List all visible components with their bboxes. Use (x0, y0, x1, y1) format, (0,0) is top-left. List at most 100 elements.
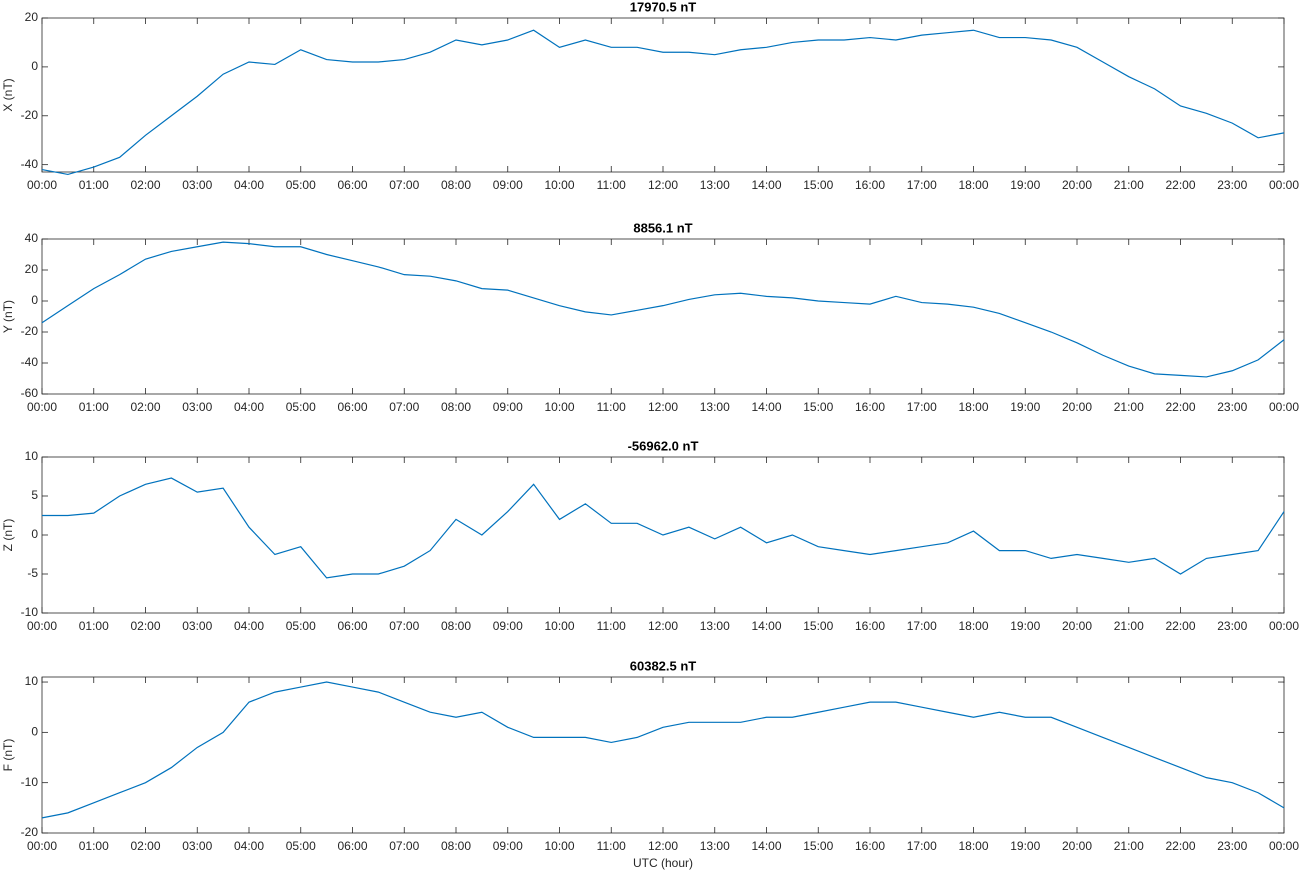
x-tick-label: 10:00 (544, 400, 574, 414)
x-tick-label: 20:00 (1062, 400, 1092, 414)
x-tick-label: 19:00 (1010, 400, 1040, 414)
x-tick-label: 11:00 (597, 178, 626, 192)
x-tick-label: 11:00 (597, 619, 626, 633)
x-tick-label: 03:00 (182, 400, 212, 414)
x-tick-label: 04:00 (234, 619, 264, 633)
x-tick-label: 16:00 (855, 619, 885, 633)
x-tick-label: 10:00 (544, 178, 574, 192)
x-tick-label: 12:00 (648, 178, 678, 192)
x-tick-label: 16:00 (855, 400, 885, 414)
x-tick-label: 06:00 (337, 839, 367, 853)
x-tick-label: 22:00 (1165, 400, 1195, 414)
x-tick-label: 01:00 (79, 178, 109, 192)
data-line (41, 681, 1285, 819)
y-tick-label: -40 (21, 157, 39, 171)
x-tick-label: 06:00 (337, 619, 367, 633)
x-tick-label: 20:00 (1062, 619, 1092, 633)
x-tick-label: 00:00 (27, 178, 57, 192)
axes-box (41, 676, 1285, 834)
y-tick-label: 5 (31, 488, 38, 502)
x-tick-label: 19:00 (1010, 619, 1040, 633)
x-tick-label: 15:00 (803, 839, 833, 853)
axes-box (41, 238, 1285, 395)
axes-box (41, 17, 1285, 173)
chart-title: -56962.0 nT (628, 438, 699, 453)
y-tick-label: 0 (31, 59, 38, 73)
x-tick-label: 13:00 (700, 178, 730, 192)
x-tick-label: 01:00 (79, 839, 109, 853)
x-tick-label: 16:00 (855, 839, 885, 853)
y-tick-label: 10 (25, 449, 39, 463)
x-tick-label: 02:00 (130, 178, 160, 192)
y-tick-label: -5 (27, 566, 38, 580)
x-tick-label: 16:00 (855, 178, 885, 192)
y-tick-label: 20 (25, 262, 39, 276)
x-tick-label: 18:00 (958, 178, 988, 192)
x-tick-label: 17:00 (907, 619, 937, 633)
y-tick-label: -10 (21, 775, 39, 789)
x-tick-label: 00:00 (27, 839, 57, 853)
x-tick-label: 00:00 (27, 619, 57, 633)
data-line (42, 477, 1285, 579)
x-tick-label: 00:00 (1269, 400, 1299, 414)
x-tick-label: 11:00 (597, 839, 626, 853)
y-tick-label: 40 (25, 231, 39, 245)
x-tick-label: 08:00 (441, 400, 471, 414)
x-tick-label: 19:00 (1010, 178, 1040, 192)
x-tick-label: 06:00 (337, 400, 367, 414)
x-tick-label: 11:00 (597, 400, 626, 414)
x-tick-label: 00:00 (1269, 839, 1299, 853)
x-tick-label: 12:00 (648, 839, 678, 853)
x-tick-label: 02:00 (130, 839, 160, 853)
x-tick-label: 07:00 (389, 400, 419, 414)
x-tick-label: 22:00 (1165, 178, 1195, 192)
x-tick-label: 03:00 (182, 619, 212, 633)
x-tick-label: 01:00 (79, 619, 109, 633)
x-tick-label: 21:00 (1114, 400, 1144, 414)
data-line (41, 241, 1285, 378)
y-tick-label: -60 (21, 386, 39, 400)
x-tick-label: 12:00 (648, 619, 678, 633)
y-tick-label: -40 (21, 355, 39, 369)
x-tick-label: 22:00 (1165, 839, 1195, 853)
x-tick-label: 22:00 (1165, 619, 1195, 633)
x-tick-label: 04:00 (234, 839, 264, 853)
y-axis-label: Z (nT) (1, 519, 15, 552)
x-tick-label: 17:00 (907, 178, 937, 192)
x-tick-label: 23:00 (1217, 178, 1247, 192)
x-tick-label: 21:00 (1114, 178, 1144, 192)
x-tick-label: 21:00 (1114, 839, 1144, 853)
x-tick-label: 20:00 (1062, 178, 1092, 192)
x-tick-label: 14:00 (751, 178, 781, 192)
x-tick-label: 03:00 (182, 839, 212, 853)
x-tick-label: 07:00 (389, 839, 419, 853)
y-tick-label: 10 (25, 674, 39, 688)
x-tick-label: 04:00 (234, 400, 264, 414)
chart-title: 17970.5 nT (630, 0, 697, 14)
x-tick-label: 08:00 (441, 178, 471, 192)
x-tick-label: 13:00 (700, 400, 730, 414)
data-line (41, 29, 1285, 176)
y-tick-label: 0 (31, 293, 38, 307)
y-tick-label: 20 (25, 10, 39, 24)
y-axis-label: Y (nT) (1, 300, 15, 333)
x-tick-label: 05:00 (286, 619, 316, 633)
x-tick-label: 13:00 (700, 619, 730, 633)
x-tick-label: 21:00 (1114, 619, 1144, 633)
chart-title: 8856.1 nT (633, 220, 692, 235)
x-tick-label: 14:00 (751, 619, 781, 633)
y-tick-label: -20 (21, 825, 39, 839)
x-tick-label: 10:00 (544, 619, 574, 633)
x-tick-label: 18:00 (958, 619, 988, 633)
x-tick-label: 08:00 (441, 619, 471, 633)
x-tick-label: 05:00 (286, 178, 316, 192)
x-tick-label: 04:00 (234, 178, 264, 192)
x-tick-label: 20:00 (1062, 839, 1092, 853)
x-tick-label: 06:00 (337, 178, 367, 192)
x-tick-label: 09:00 (493, 400, 523, 414)
x-tick-label: 17:00 (907, 400, 937, 414)
x-tick-label: 17:00 (907, 839, 937, 853)
chart-title: 60382.5 nT (630, 658, 697, 673)
x-tick-label: 00:00 (1269, 178, 1299, 192)
